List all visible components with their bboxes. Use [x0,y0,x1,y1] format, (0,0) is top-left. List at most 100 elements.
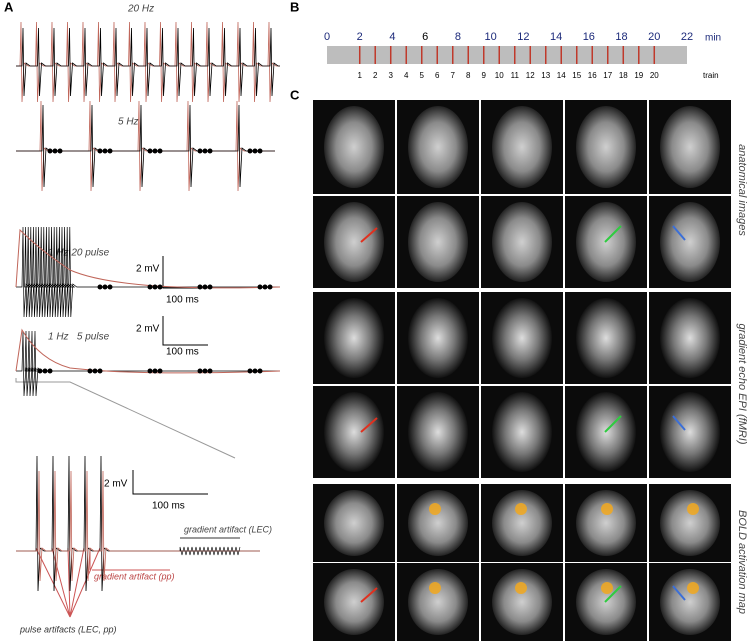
trace-label: 1 Hz 5 pulse [48,332,110,343]
traces [15,21,281,592]
gradient-dot [262,284,268,290]
activation [429,503,441,515]
minute-label: 12 [517,31,529,43]
minute-label: 4 [389,31,395,43]
gradient-dot [102,284,108,290]
train-number: 4 [404,71,409,80]
panel-label: A [4,0,14,14]
train-number: 1 [358,71,363,80]
gradient-dot [47,148,53,154]
gradient-dot [147,148,153,154]
arrow [360,587,378,603]
arrow [604,585,622,603]
trace [16,330,280,397]
gradient-dot [257,368,263,374]
gradient-dot [152,368,158,374]
gradient-dot [247,368,253,374]
gradient-dot [57,148,63,154]
gradient-dot [107,284,113,290]
trace [16,21,280,103]
activation [601,582,613,594]
gradient-dot [97,148,103,154]
gradient-dot [252,368,258,374]
zoom-guide [15,378,236,459]
gradient-dot [102,148,108,154]
gradient-dot [197,148,203,154]
arrow [604,225,622,243]
activation [515,503,527,515]
brain [492,106,552,188]
brain [660,392,720,472]
gradient-dot [202,368,208,374]
train-number: 17 [603,71,612,80]
minute-label: 20 [648,31,660,43]
panel-label: B [290,0,299,14]
gradient-dot [47,368,53,374]
gradient-dot [197,368,203,374]
brain [660,106,720,188]
row-label: anatomical images [736,144,748,236]
gradient-dot [107,148,113,154]
train-number: 18 [619,71,628,80]
brain [660,490,720,556]
gradient-dot [147,368,153,374]
train-number: 13 [541,71,550,80]
gradient-dot [87,368,93,374]
row-label: BOLD activation map [736,510,748,614]
trace-label: 1 Hz 20 pulse [48,248,110,259]
gradient-dot [252,148,258,154]
gradient-dot [207,148,213,154]
trace-label: 5 Hz [118,117,139,128]
gradient-dot [202,148,208,154]
minute-label: 2 [357,31,363,43]
train-number: 7 [451,71,456,80]
brain [408,392,468,472]
brain [660,202,720,282]
train-number: 5 [420,71,425,80]
scale-time: 100 ms [166,347,199,358]
minute-label: 10 [485,31,497,43]
trace-label: 20 Hz [127,4,154,15]
gradient-dot [42,368,48,374]
brain [408,569,468,635]
trace [16,226,280,318]
trace [179,546,241,556]
gradient-dot [207,284,213,290]
brain [660,298,720,378]
brain [492,490,552,556]
train-number: 16 [588,71,597,80]
arrow [672,225,686,241]
brain [324,392,384,472]
annotation: gradient artifact (LEC) [184,524,272,534]
train-number: 3 [389,71,394,80]
train-number: 11 [511,71,520,80]
minute-label: 6 [422,31,428,43]
gradient-dot [97,368,103,374]
timeline: 0 2 4 6 8 10 12 14 16 18 20 221 2 3 4 5 6 7 8 9 10 11 12 13 14 15… [324,31,693,80]
gradient-dot [37,368,43,374]
scale-amplitude: 2 mV [136,264,160,275]
activation [515,582,527,594]
brain [492,392,552,472]
gradient-dot [152,148,158,154]
train-number: 15 [572,71,581,80]
scale-time: 100 ms [152,501,185,512]
row-label: gradient echo EPI (fMRI) [736,323,748,444]
brain [660,569,720,635]
minute-label: 18 [615,31,627,43]
panel-label: C [290,87,300,102]
annotation: gradient artifact (pp) [94,571,175,581]
gradient-dot [257,148,263,154]
activation [601,503,613,515]
train-number: 10 [495,71,504,80]
brain [576,298,636,378]
minute-label: 0 [324,31,330,43]
train-label: train [703,71,719,80]
gradient-dot [92,368,98,374]
trace [16,104,275,188]
train-number: 6 [435,71,440,80]
timeline-bar [327,46,687,64]
train-number: 9 [482,71,487,80]
train-number: 14 [557,71,566,80]
